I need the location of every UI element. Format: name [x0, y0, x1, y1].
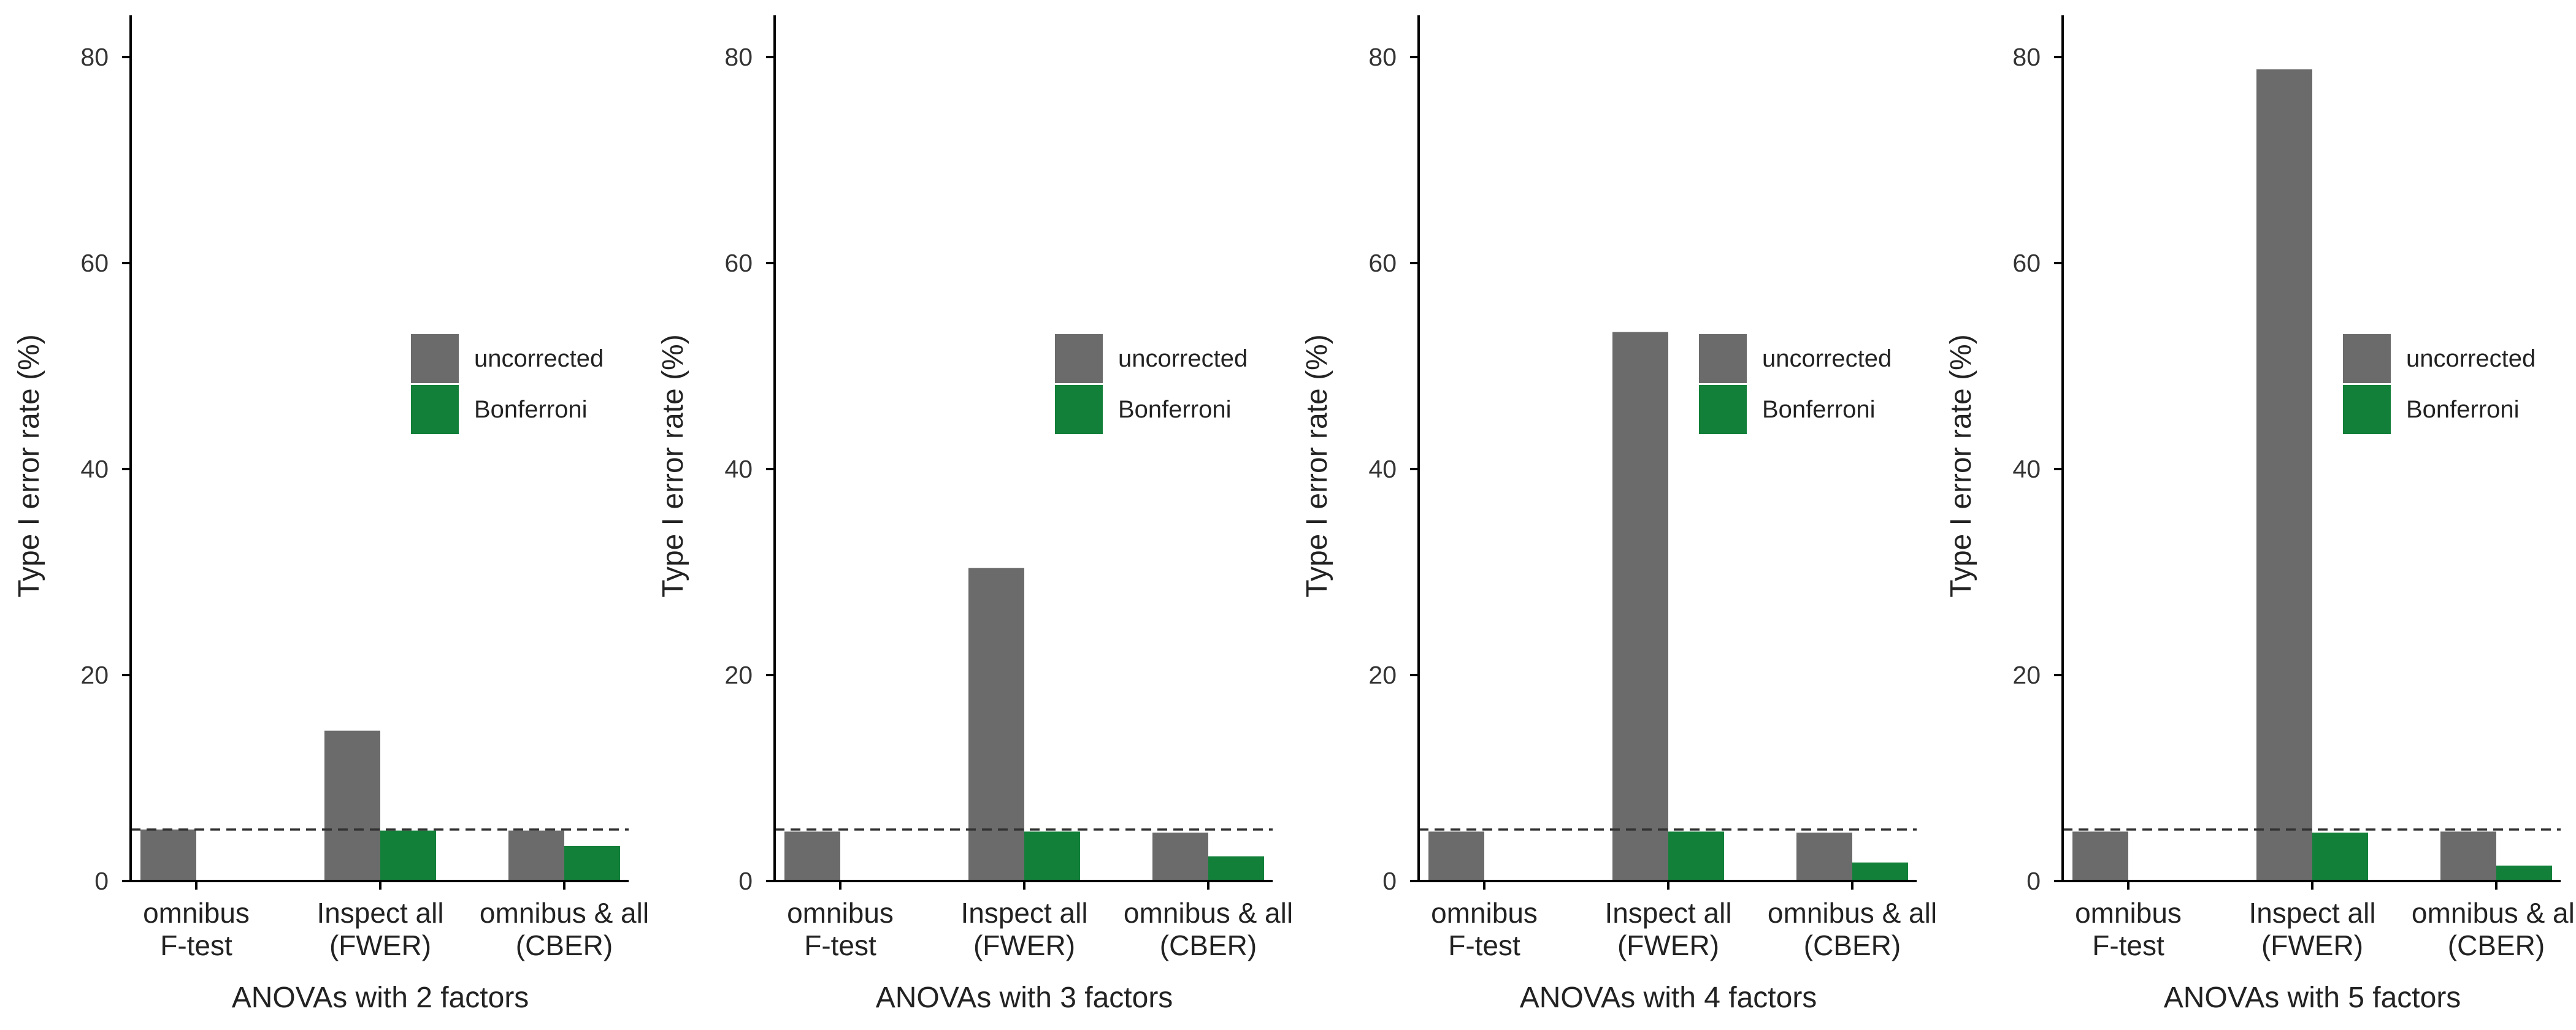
y-tick-label: 40	[80, 455, 109, 483]
legend-label-bonferroni: Bonferroni	[1118, 396, 1232, 423]
x-tick-label: F-test	[2092, 929, 2164, 961]
y-tick-label: 60	[2012, 249, 2041, 277]
x-tick-label: omnibus	[787, 897, 894, 929]
y-tick-label: 40	[724, 455, 753, 483]
x-tick-label: (FWER)	[973, 929, 1075, 961]
x-tick-label: F-test	[804, 929, 876, 961]
bar-bonferroni	[564, 845, 620, 881]
bar-uncorrected	[1428, 831, 1484, 881]
legend-label-uncorrected: uncorrected	[474, 345, 604, 372]
y-tick-label: 80	[80, 43, 109, 71]
y-tick-label: 0	[2026, 867, 2041, 895]
legend: uncorrected Bonferroni	[411, 334, 604, 434]
x-tick-label: omnibus & all	[1768, 897, 1937, 929]
legend: uncorrected Bonferroni	[1055, 334, 1248, 434]
x-tick-label: Inspect all	[960, 897, 1087, 929]
bar-uncorrected	[1152, 833, 1208, 881]
bar-bonferroni	[380, 830, 436, 881]
legend-label-bonferroni: Bonferroni	[1762, 396, 1876, 423]
x-tick-label: (FWER)	[329, 929, 431, 961]
bar-uncorrected	[2440, 831, 2496, 881]
x-tick-label: Inspect all	[316, 897, 443, 929]
legend-label-bonferroni: Bonferroni	[474, 396, 588, 423]
bar-uncorrected	[968, 568, 1024, 881]
bar-uncorrected	[2256, 69, 2312, 881]
y-axis-title: Type I error rate (%)	[1301, 334, 1333, 597]
bar-uncorrected	[784, 831, 840, 881]
bar-uncorrected	[1612, 332, 1668, 881]
x-tick-label: (FWER)	[2261, 929, 2363, 961]
legend-swatch-uncorrected	[1055, 334, 1103, 383]
y-tick-label: 40	[1368, 455, 1397, 483]
y-tick-label: 0	[1382, 867, 1397, 895]
bar-bonferroni	[1852, 862, 1908, 881]
y-tick-label: 80	[1368, 43, 1397, 71]
x-tick-label: Inspect all	[1604, 897, 1731, 929]
x-axis-title: ANOVAs with 4 factors	[1520, 982, 1817, 1014]
bar-uncorrected	[140, 830, 196, 881]
x-axis-title: ANOVAs with 3 factors	[876, 982, 1173, 1014]
x-tick-label: F-test	[160, 929, 232, 961]
legend-swatch-bonferroni	[1699, 385, 1747, 434]
y-tick-label: 20	[1368, 661, 1397, 689]
x-tick-label: omnibus & all	[480, 897, 649, 929]
bar-uncorrected	[324, 730, 380, 881]
bar-bonferroni	[1668, 831, 1724, 881]
x-tick-label: omnibus	[143, 897, 250, 929]
legend: uncorrected Bonferroni	[2343, 334, 2536, 434]
y-tick-label: 20	[80, 661, 109, 689]
y-tick-label: 60	[1368, 249, 1397, 277]
x-axis-title: ANOVAs with 5 factors	[2164, 982, 2461, 1014]
legend-swatch-uncorrected	[1699, 334, 1747, 383]
y-axis-title: Type I error rate (%)	[13, 334, 45, 597]
bar-bonferroni	[2312, 833, 2368, 881]
legend-label-bonferroni: Bonferroni	[2406, 396, 2520, 423]
legend-swatch-bonferroni	[2343, 385, 2391, 434]
legend-swatch-bonferroni	[411, 385, 459, 434]
legend: uncorrected Bonferroni	[1699, 334, 1892, 434]
bar-bonferroni	[1208, 856, 1264, 881]
bar-uncorrected	[508, 830, 564, 881]
legend-swatch-bonferroni	[1055, 385, 1103, 434]
legend-label-uncorrected: uncorrected	[2406, 345, 2536, 372]
y-tick-label: 0	[94, 867, 109, 895]
x-tick-label: (CBER)	[1804, 929, 1901, 961]
x-tick-label: omnibus	[1431, 897, 1538, 929]
y-tick-label: 20	[2012, 661, 2041, 689]
legend-swatch-uncorrected	[411, 334, 459, 383]
x-tick-label: omnibus & all	[2412, 897, 2576, 929]
y-tick-label: 40	[2012, 455, 2041, 483]
x-tick-label: (CBER)	[2448, 929, 2545, 961]
bar-bonferroni	[1024, 831, 1080, 881]
y-tick-label: 80	[2012, 43, 2041, 71]
legend-label-uncorrected: uncorrected	[1118, 345, 1248, 372]
bar-uncorrected	[1796, 833, 1852, 881]
y-tick-label: 60	[80, 249, 109, 277]
legend-swatch-uncorrected	[2343, 334, 2391, 383]
x-tick-label: omnibus & all	[1124, 897, 1293, 929]
legend-label-uncorrected: uncorrected	[1762, 345, 1892, 372]
x-tick-label: Inspect all	[2248, 897, 2375, 929]
bar-bonferroni	[2496, 865, 2552, 881]
x-tick-label: F-test	[1448, 929, 1520, 961]
x-tick-label: (CBER)	[1160, 929, 1257, 961]
x-tick-label: (CBER)	[516, 929, 613, 961]
y-axis-title: Type I error rate (%)	[657, 334, 689, 597]
y-tick-label: 0	[738, 867, 753, 895]
bar-uncorrected	[2072, 831, 2128, 881]
x-axis-title: ANOVAs with 2 factors	[232, 982, 529, 1014]
x-tick-label: omnibus	[2075, 897, 2182, 929]
y-tick-label: 80	[724, 43, 753, 71]
y-tick-label: 60	[724, 249, 753, 277]
y-axis-title: Type I error rate (%)	[1945, 334, 1977, 597]
y-tick-label: 20	[724, 661, 753, 689]
x-tick-label: (FWER)	[1617, 929, 1719, 961]
